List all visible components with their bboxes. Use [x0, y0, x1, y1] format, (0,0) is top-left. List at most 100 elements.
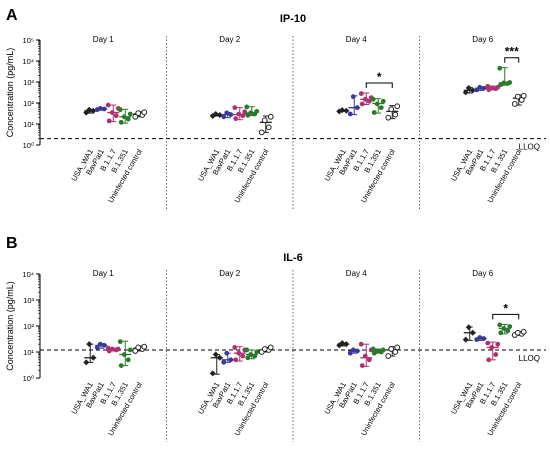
data-point [236, 111, 242, 117]
data-point [105, 102, 111, 108]
data-point [380, 347, 386, 353]
data-point [254, 108, 260, 114]
data-point [125, 357, 131, 363]
data-point [248, 110, 254, 116]
data-point [507, 80, 513, 85]
data-point [394, 344, 401, 351]
group-label: Day 6 [472, 269, 493, 278]
data-point [209, 370, 216, 377]
group-label: Day 4 [346, 35, 367, 44]
data-point [118, 119, 124, 125]
data-point [339, 107, 346, 114]
data-point [374, 348, 380, 354]
data-point [97, 106, 103, 111]
data-point [117, 339, 123, 345]
data-point [505, 328, 511, 334]
data-point [354, 348, 360, 354]
data-point [359, 101, 365, 107]
data-point [374, 101, 380, 107]
data-point [477, 84, 483, 90]
data-point [359, 363, 365, 368]
data-point [366, 98, 372, 104]
data-point [497, 322, 503, 328]
y-axis-label: Concentration (pg/mL) [5, 48, 15, 138]
data-point [101, 342, 107, 348]
data-point [86, 106, 93, 113]
data-point [244, 104, 250, 110]
data-point [141, 343, 148, 350]
data-point [347, 111, 353, 117]
data-point [97, 341, 103, 347]
data-point [514, 329, 521, 336]
significance-label: * [377, 70, 382, 84]
data-point [520, 328, 527, 335]
data-point [350, 94, 356, 100]
data-point [380, 98, 386, 104]
data-point [141, 109, 148, 116]
data-point [135, 110, 142, 117]
data-point [221, 114, 227, 120]
data-point [462, 336, 469, 343]
data-point [121, 352, 127, 357]
data-point [495, 341, 501, 347]
lloq-label: LLOQ [519, 354, 540, 363]
data-point [469, 329, 476, 336]
lloq-label: LLOQ [519, 143, 540, 152]
data-point [109, 110, 115, 115]
significance-bracket [365, 82, 393, 88]
data-point [245, 355, 251, 361]
data-point [354, 105, 360, 111]
data-point [115, 346, 121, 352]
data-point [132, 348, 139, 354]
group-label: Day 6 [472, 35, 493, 44]
data-point [228, 357, 234, 363]
data-point [486, 357, 492, 363]
data-point [485, 83, 491, 89]
y-tick-label: 10⁴ [22, 270, 34, 279]
data-point [132, 113, 139, 120]
data-point [469, 87, 476, 94]
data-point [392, 111, 399, 118]
data-point [371, 110, 377, 115]
panel-title: IL-6 [283, 252, 303, 264]
data-point [118, 363, 124, 368]
panel-letter: A [6, 7, 18, 24]
data-point [511, 101, 518, 107]
data-point [489, 85, 495, 91]
significance-bracket [504, 57, 520, 63]
data-point [117, 107, 123, 113]
group-label: Day 1 [93, 35, 114, 44]
y-tick-label: 10⁵ [23, 36, 34, 45]
data-point [86, 341, 93, 348]
data-point [248, 352, 254, 357]
data-point [477, 335, 483, 340]
data-point [343, 107, 350, 114]
data-point [252, 353, 258, 359]
data-point [267, 344, 274, 351]
y-tick-label: 10¹ [23, 120, 34, 129]
data-point [501, 80, 507, 86]
data-point [362, 96, 368, 102]
data-point [339, 340, 346, 347]
significance-label: * [503, 301, 508, 315]
data-point [224, 110, 230, 116]
data-point [462, 89, 469, 96]
data-point [493, 352, 499, 357]
data-point [485, 340, 491, 346]
data-point [465, 324, 472, 331]
y-tick-label: 10² [23, 99, 34, 108]
data-point [465, 84, 472, 91]
data-point [240, 113, 246, 119]
data-point [514, 93, 521, 100]
data-point [267, 113, 274, 120]
data-point [501, 326, 507, 331]
data-point [135, 344, 142, 351]
data-point [370, 346, 376, 352]
panel-title: IP-10 [280, 13, 306, 25]
data-point [265, 124, 272, 131]
y-axis-label: Concentration (pg/mL) [5, 281, 15, 371]
data-point [347, 350, 353, 356]
data-point [385, 114, 392, 121]
data-point [244, 347, 250, 353]
